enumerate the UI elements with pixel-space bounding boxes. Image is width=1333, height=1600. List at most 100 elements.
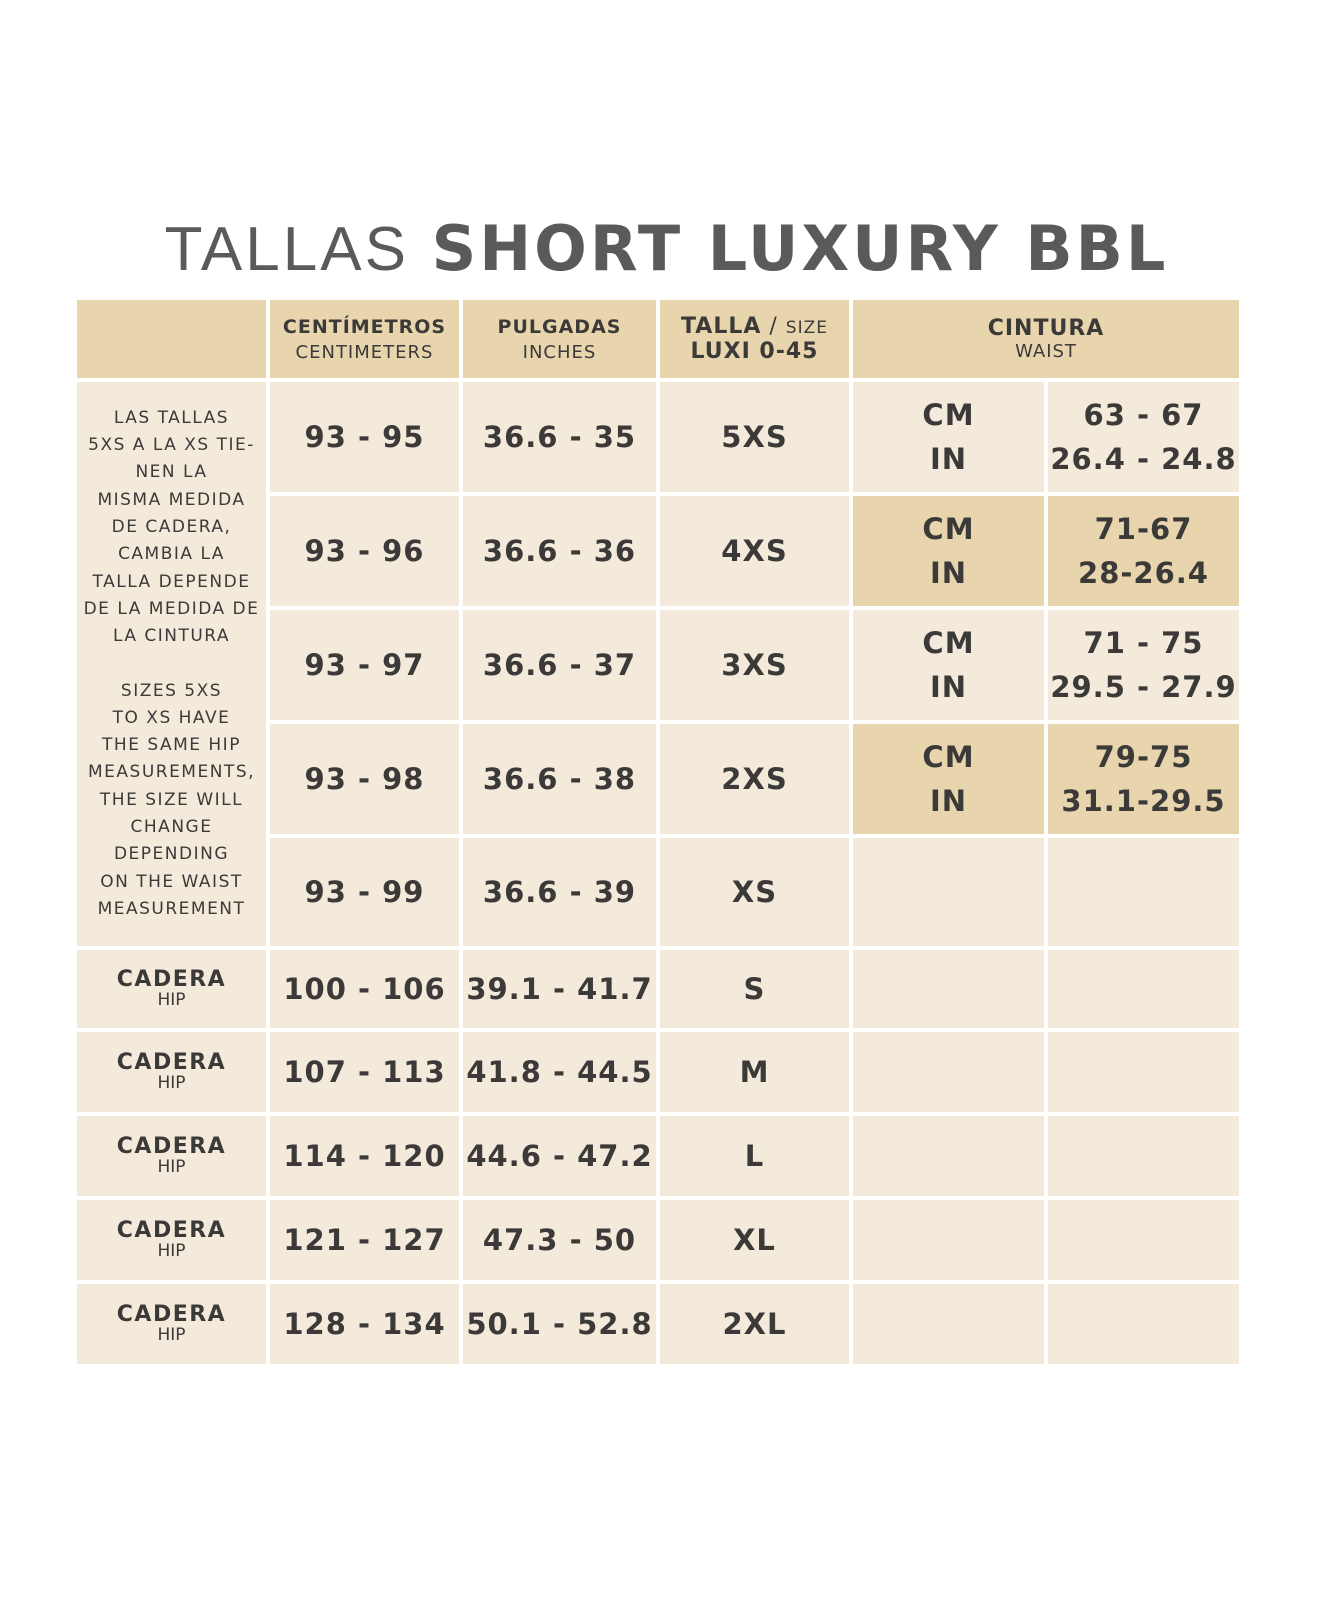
waist-value-cell: 71 - 75 29.5 - 27.9 (1048, 610, 1239, 720)
header-cm-main: CENTÍMETROS (282, 315, 447, 338)
waist-unit-in: IN (929, 670, 968, 704)
header-size: TALLA / SIZE LUXI 0-45 (660, 300, 849, 378)
cm-value: 121 - 127 (283, 1223, 446, 1257)
header-waist: CINTURA WAIST (853, 300, 1239, 378)
waist-unit-cell: CM IN (853, 724, 1044, 834)
waist-value-cell (1048, 838, 1239, 946)
waist-cm-value: 71 - 75 (1083, 626, 1204, 660)
in-cell: 36.6 - 39 (463, 838, 656, 946)
waist-unit-cell (853, 1032, 1044, 1112)
waist-unit-cell: CM IN (853, 610, 1044, 720)
cm-cell: 100 - 106 (270, 950, 459, 1028)
size-cell: 2XS (660, 724, 849, 834)
header-size-slash: / (761, 314, 786, 339)
waist-unit-cell (853, 838, 1044, 946)
waist-value-cell (1048, 1284, 1239, 1364)
in-cell: 47.3 - 50 (463, 1200, 656, 1280)
size-cell: L (660, 1116, 849, 1196)
cm-cell: 93 - 99 (270, 838, 459, 946)
waist-unit-in: IN (929, 784, 968, 818)
size-chart-table: CENTÍMETROS CENTIMETERS PULGADAS INCHES … (77, 300, 1239, 1364)
header-waist-sub: WAIST (1015, 341, 1077, 362)
header-size-talla: TALLA (681, 314, 762, 339)
in-value: 44.6 - 47.2 (466, 1139, 653, 1173)
in-cell: 36.6 - 37 (463, 610, 656, 720)
waist-unit-cm: CM (922, 398, 975, 432)
in-cell: 39.1 - 41.7 (463, 950, 656, 1028)
waist-unit-cm: CM (922, 740, 975, 774)
waist-unit-cell (853, 1284, 1044, 1364)
row-sublabel: HIP (157, 1241, 186, 1261)
waist-unit-cell (853, 1116, 1044, 1196)
header-cm: CENTÍMETROS CENTIMETERS (270, 300, 459, 378)
row-label: CADERA (116, 1218, 227, 1243)
header-cm-sub: CENTIMETERS (295, 341, 434, 363)
in-cell: 50.1 - 52.8 (463, 1284, 656, 1364)
row-sublabel: HIP (157, 1073, 186, 1093)
size-cell: 2XL (660, 1284, 849, 1364)
waist-cm-value: 63 - 67 (1083, 398, 1204, 432)
cm-cell: 93 - 96 (270, 496, 459, 606)
in-value: 36.6 - 36 (482, 534, 637, 568)
size-value: 2XL (722, 1307, 787, 1341)
row-label-cell: CADERA HIP (77, 1032, 266, 1112)
header-size-main: TALLA / SIZE (681, 314, 828, 339)
cm-cell: 121 - 127 (270, 1200, 459, 1280)
cm-cell: 93 - 97 (270, 610, 459, 720)
cm-cell: 128 - 134 (270, 1284, 459, 1364)
size-cell: 3XS (660, 610, 849, 720)
in-value: 36.6 - 38 (482, 762, 637, 796)
in-cell: 41.8 - 44.5 (463, 1032, 656, 1112)
cm-cell: 107 - 113 (270, 1032, 459, 1112)
title-bold: SHORT LUXURY BBL (431, 212, 1169, 285)
waist-value-cell (1048, 1200, 1239, 1280)
note-cell: LAS TALLAS 5XS A LA XS TIE- NEN LA MISMA… (77, 382, 266, 946)
size-value: L (744, 1139, 765, 1173)
waist-in-value: 29.5 - 27.9 (1050, 670, 1237, 704)
cm-value: 107 - 113 (283, 1055, 446, 1089)
note-en: SIZES 5XS TO XS HAVE THE SAME HIP MEASUR… (87, 680, 256, 919)
row-label-cell: CADERA HIP (77, 1116, 266, 1196)
row-sublabel: HIP (157, 1157, 186, 1177)
in-value: 39.1 - 41.7 (466, 972, 653, 1006)
header-waist-main: CINTURA (987, 316, 1105, 341)
waist-value-cell (1048, 1116, 1239, 1196)
cm-value: 93 - 99 (304, 875, 425, 909)
cm-value: 93 - 97 (304, 648, 425, 682)
cm-value: 128 - 134 (283, 1307, 446, 1341)
cm-cell: 114 - 120 (270, 1116, 459, 1196)
waist-in-value: 31.1-29.5 (1061, 784, 1226, 818)
waist-cm-value: 79-75 (1094, 740, 1193, 774)
size-value: XL (733, 1223, 776, 1257)
waist-value-cell: 63 - 67 26.4 - 24.8 (1048, 382, 1239, 492)
waist-value-cell: 79-75 31.1-29.5 (1048, 724, 1239, 834)
header-in: PULGADAS INCHES (463, 300, 656, 378)
row-label-cell: CADERA HIP (77, 1284, 266, 1364)
waist-unit-cm: CM (922, 626, 975, 660)
size-cell: S (660, 950, 849, 1028)
row-label: CADERA (116, 1050, 227, 1075)
row-label: CADERA (116, 967, 227, 992)
title-light: TALLAS (164, 215, 409, 284)
waist-cm-value: 71-67 (1094, 512, 1193, 546)
size-cell: XL (660, 1200, 849, 1280)
in-value: 36.6 - 37 (482, 648, 637, 682)
waist-unit-cm: CM (922, 512, 975, 546)
in-value: 36.6 - 35 (482, 420, 637, 454)
size-cell: M (660, 1032, 849, 1112)
size-cell: XS (660, 838, 849, 946)
in-value: 36.6 - 39 (482, 875, 637, 909)
waist-value-cell (1048, 950, 1239, 1028)
cm-value: 93 - 95 (304, 420, 425, 454)
waist-unit-cell (853, 950, 1044, 1028)
header-empty (77, 300, 266, 378)
header-in-sub: INCHES (522, 341, 597, 363)
in-value: 50.1 - 52.8 (466, 1307, 653, 1341)
in-cell: 36.6 - 35 (463, 382, 656, 492)
page-title: TALLAS SHORT LUXURY BBL (0, 212, 1333, 285)
size-value: 2XS (721, 762, 788, 796)
row-label: CADERA (116, 1134, 227, 1159)
waist-in-value: 26.4 - 24.8 (1050, 442, 1237, 476)
in-cell: 36.6 - 38 (463, 724, 656, 834)
cm-cell: 93 - 98 (270, 724, 459, 834)
